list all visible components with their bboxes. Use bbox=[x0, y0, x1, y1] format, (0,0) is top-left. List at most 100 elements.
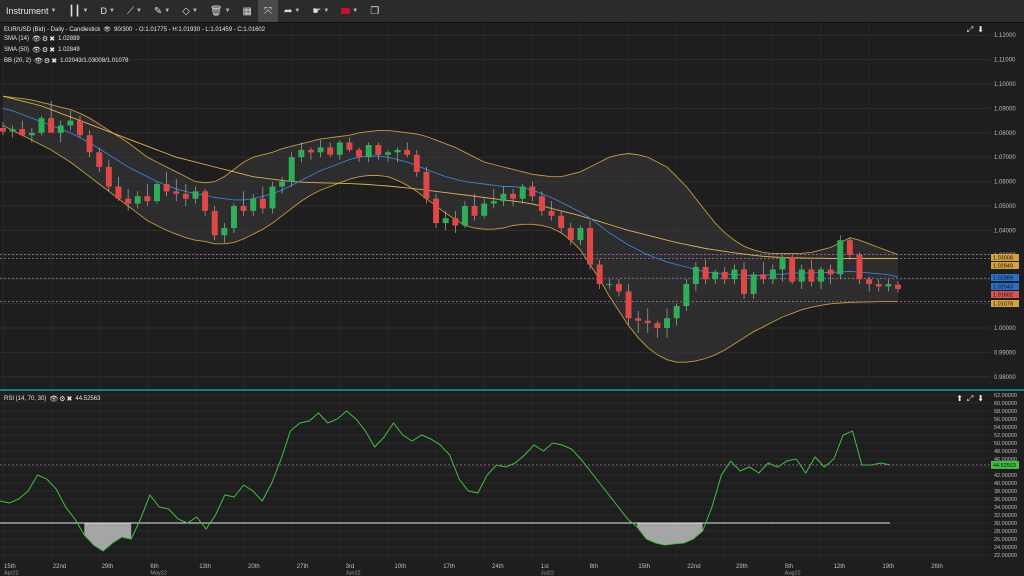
chevron-down-icon: ▼ bbox=[294, 8, 301, 14]
delete-menu[interactable]: 🗑 ▼ bbox=[204, 0, 237, 22]
price-tag-label: 1.01078 bbox=[993, 302, 1013, 308]
eye-icon[interactable]: 👁 bbox=[103, 27, 111, 33]
shapes-menu[interactable]: ◇ ▼ bbox=[176, 0, 204, 22]
candle-body bbox=[240, 206, 247, 211]
fullscreen-button[interactable]: ⤧ bbox=[258, 0, 278, 22]
bb-label: BB (20, 2) bbox=[4, 58, 32, 64]
rsi-line bbox=[0, 410, 891, 552]
gear-icon[interactable]: ⚙ bbox=[41, 36, 49, 43]
rsi-panel[interactable]: 62.00000 60.00000 58.00000 56.00000 54.00000… bbox=[0, 391, 1024, 561]
close-icon[interactable]: ✖ bbox=[51, 58, 58, 65]
gear-icon[interactable]: ⚙ bbox=[41, 47, 49, 54]
rsi-axis-bg bbox=[990, 391, 1024, 561]
panel-controls: ⤢ ⬇ bbox=[967, 25, 984, 35]
candle-body bbox=[567, 227, 574, 241]
close-icon[interactable]: ✖ bbox=[49, 36, 56, 43]
candle-body bbox=[423, 171, 430, 199]
candle-body bbox=[471, 206, 478, 216]
rsi-value: 44.52563 bbox=[75, 396, 101, 402]
gear-icon[interactable]: ⚙ bbox=[59, 396, 66, 403]
candle-body bbox=[394, 149, 401, 153]
candle-body bbox=[461, 206, 468, 226]
chevron-down-icon: ▼ bbox=[191, 8, 198, 14]
candle-body bbox=[105, 166, 112, 187]
time-tick-label: 19th bbox=[882, 564, 894, 570]
arrow-up-icon[interactable]: ⬆ bbox=[956, 394, 963, 403]
chevron-down-icon: ▼ bbox=[82, 8, 89, 14]
candle-body bbox=[827, 269, 834, 275]
line-tool-icon: ⟋ bbox=[126, 5, 134, 17]
rsi-panel-controls: ⬆ ⤢ ⬇ bbox=[956, 394, 984, 404]
time-tick-label: 12th bbox=[834, 564, 846, 570]
eye-icon[interactable]: 👁 bbox=[32, 36, 41, 43]
candle-body bbox=[529, 186, 536, 197]
eye-icon[interactable]: 👁 bbox=[34, 58, 43, 65]
bb-value: 1.02043/1.03008/1.01078 bbox=[60, 58, 129, 64]
price-chart[interactable]: 1.12000 1.11000 1.10000 1.09000 1.08000 1.070… bbox=[0, 23, 1024, 389]
price-tick-label: 1.07000 bbox=[994, 155, 1016, 161]
expand-icon[interactable]: ⤢ bbox=[966, 394, 974, 403]
candle-body bbox=[250, 198, 257, 211]
time-tick-label: 1st bbox=[541, 564, 549, 570]
time-tick-label: 3rd bbox=[346, 564, 355, 570]
price-tick-label: 1.05000 bbox=[994, 204, 1016, 210]
price-tick-label: 1.00000 bbox=[994, 326, 1016, 332]
rsi-tick-label: 60.00000 bbox=[994, 401, 1017, 407]
arrow-down-icon[interactable]: ⬇ bbox=[977, 394, 984, 403]
candle-body bbox=[875, 284, 882, 287]
chart-type-menu[interactable]: ┃┃ ▼ bbox=[62, 0, 94, 22]
candle-body bbox=[702, 267, 709, 280]
gear-icon[interactable]: ⚙ bbox=[43, 58, 51, 65]
candle-body bbox=[57, 125, 64, 133]
sma50-value: 1.02849 bbox=[58, 47, 80, 53]
pen-tool-menu[interactable]: ✎ ▼ bbox=[148, 0, 176, 22]
price-chart-panel[interactable]: 1.12000 1.11000 1.10000 1.09000 1.08000 1.070… bbox=[0, 23, 1024, 389]
candle-body bbox=[885, 284, 892, 287]
instrument-menu[interactable]: Instrument ▼ bbox=[0, 0, 62, 22]
candle-body bbox=[692, 267, 699, 285]
close-icon[interactable]: ✖ bbox=[66, 396, 73, 403]
arrow-down-icon[interactable]: ⬇ bbox=[977, 25, 984, 34]
time-tick-label: 27th bbox=[297, 564, 309, 570]
window-icon: ❐ bbox=[370, 5, 380, 17]
candle-body bbox=[182, 193, 189, 199]
sma14-legend: SMA (14) 👁 ⚙ ✖ 1.02889 bbox=[4, 35, 80, 43]
candle-body bbox=[86, 135, 93, 153]
eye-icon[interactable]: 👁 bbox=[49, 396, 59, 403]
candle-body bbox=[269, 186, 276, 209]
candle-body bbox=[644, 320, 651, 324]
panel-divider[interactable] bbox=[0, 389, 1024, 391]
window-button[interactable]: ❐ bbox=[364, 0, 385, 22]
candle-body bbox=[798, 269, 805, 282]
candle-body bbox=[221, 227, 228, 236]
cursor-menu[interactable]: ☛ ▼ bbox=[306, 0, 335, 22]
price-tag-label: 1.02043 bbox=[993, 285, 1013, 291]
bb-legend: BB (20, 2) 👁 ⚙ ✖ 1.02043/1.03008/1.01078 bbox=[4, 57, 128, 65]
expand-icon[interactable]: ⤢ bbox=[966, 25, 974, 34]
share-icon: ➦ bbox=[284, 5, 293, 17]
candle-body bbox=[163, 184, 170, 192]
period-menu[interactable]: D ▼ bbox=[94, 0, 120, 22]
time-tick-label: 5th bbox=[785, 564, 793, 570]
candle-body bbox=[38, 118, 45, 133]
eye-icon[interactable]: 👁 bbox=[32, 47, 41, 54]
chevron-down-icon: ▼ bbox=[50, 8, 57, 14]
layout-button[interactable]: ▦ bbox=[237, 0, 258, 22]
price-tag bbox=[991, 291, 1019, 298]
candle-body bbox=[837, 240, 844, 275]
rsi-tick-label: 32.00000 bbox=[994, 513, 1017, 519]
candle-body bbox=[606, 284, 613, 286]
close-icon[interactable]: ✖ bbox=[49, 47, 56, 54]
share-menu[interactable]: ➦ ▼ bbox=[278, 0, 306, 22]
rsi-tick-label: 40.00000 bbox=[994, 481, 1017, 487]
rsi-tick-label: 46.00000 bbox=[994, 457, 1017, 463]
line-tool-menu[interactable]: ⟋ ▼ bbox=[121, 0, 148, 22]
candle-body bbox=[19, 129, 26, 136]
rsi-tick-label: 42.00000 bbox=[994, 473, 1017, 479]
language-menu[interactable]: ▼ bbox=[335, 0, 364, 22]
rsi-tick-label: 28.00000 bbox=[994, 529, 1017, 535]
rsi-chart[interactable]: 62.00000 60.00000 58.00000 56.00000 54.00000… bbox=[0, 391, 1024, 561]
candle-body bbox=[413, 154, 420, 172]
time-axis[interactable]: 15th Apr22 22nd 29th 6th May22 13th 20th 27th 3rd… bbox=[0, 561, 1024, 576]
